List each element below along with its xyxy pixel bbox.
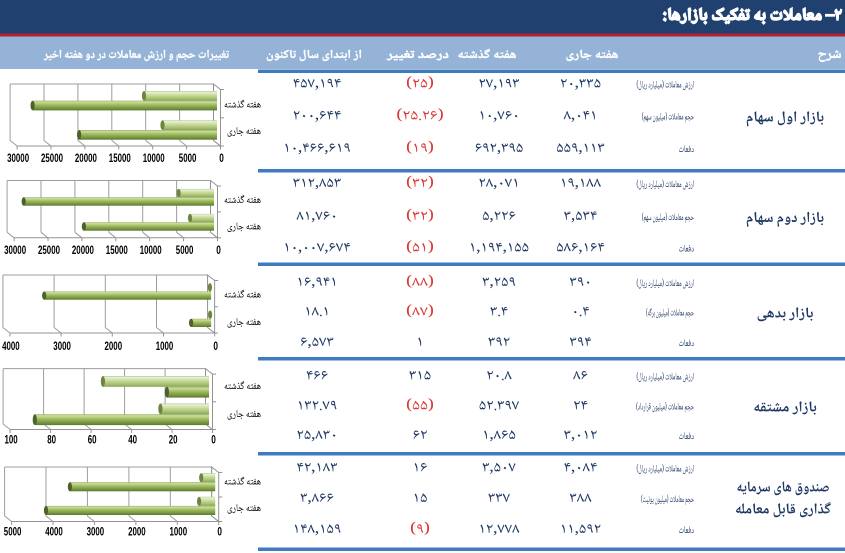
svg-text:20000: 20000 (72, 245, 94, 257)
svg-text:5000: 5000 (179, 153, 197, 165)
svg-text:100: 100 (5, 435, 18, 447)
svg-text:20000: 20000 (75, 153, 97, 165)
svg-text:1000: 1000 (170, 527, 188, 539)
svg-text:15000: 15000 (106, 245, 128, 257)
svg-text:4000: 4000 (45, 527, 63, 539)
svg-text:20: 20 (169, 435, 178, 447)
svg-text:10000: 10000 (140, 245, 162, 257)
svg-text:1000: 1000 (156, 341, 174, 353)
svg-text:5000: 5000 (176, 245, 194, 257)
svg-text:0: 0 (217, 527, 222, 539)
svg-text:5000: 5000 (4, 527, 22, 539)
svg-text:2000: 2000 (128, 527, 146, 539)
svg-text:25000: 25000 (38, 245, 60, 257)
svg-text:3000: 3000 (53, 341, 71, 353)
svg-text:60: 60 (88, 435, 97, 447)
svg-text:15000: 15000 (109, 153, 131, 165)
svg-text:30000: 30000 (4, 245, 26, 257)
svg-text:40: 40 (128, 435, 137, 447)
svg-text:0: 0 (211, 435, 216, 447)
svg-text:3000: 3000 (87, 527, 105, 539)
svg-text:0: 0 (219, 153, 224, 165)
svg-text:30000: 30000 (7, 153, 29, 165)
svg-text:80: 80 (47, 435, 56, 447)
svg-text:4000: 4000 (2, 341, 20, 353)
svg-text:10000: 10000 (143, 153, 165, 165)
svg-text:0: 0 (216, 245, 221, 257)
svg-text:2000: 2000 (105, 341, 123, 353)
svg-text:0: 0 (213, 341, 218, 353)
svg-text:25000: 25000 (41, 153, 63, 165)
